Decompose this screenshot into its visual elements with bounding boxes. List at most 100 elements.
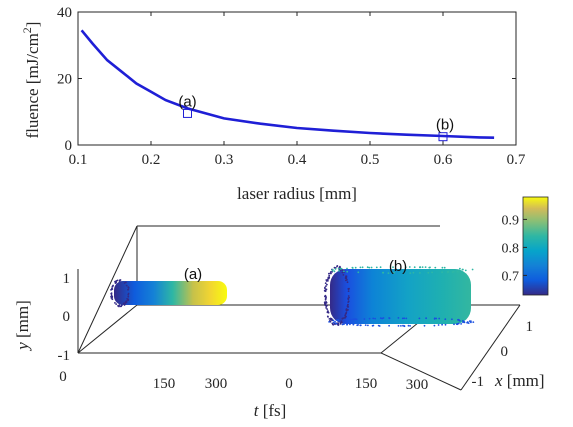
scatter-point <box>409 272 412 274</box>
scatter-point <box>349 323 351 326</box>
scatter-point <box>325 304 328 307</box>
cluster-b-label: (b) <box>389 258 407 275</box>
scatter-point <box>444 323 447 326</box>
scatter-point <box>459 320 461 322</box>
scatter-point <box>110 294 113 297</box>
colorbar-tick-label: 0.9 <box>502 213 520 228</box>
scatter-point <box>368 266 371 269</box>
scatter-point <box>349 318 352 321</box>
scatter-point <box>471 268 474 271</box>
scatter-point <box>337 319 340 322</box>
scatter-point <box>123 282 126 284</box>
colorbar: 0.7 0.8 0.9 <box>502 196 549 296</box>
scatter-point <box>405 317 408 320</box>
scatter-point <box>401 317 404 320</box>
scatter-point <box>467 322 470 324</box>
top-x-tick-label: 0.6 <box>434 152 453 168</box>
scatter-point <box>347 295 350 297</box>
scatter-point <box>403 325 406 327</box>
scatter-point <box>397 325 400 327</box>
scatter-point <box>348 287 350 290</box>
scatter-point <box>126 297 128 300</box>
cluster-a-body <box>114 281 227 305</box>
t3d-tick-label: 150 <box>355 376 378 392</box>
scatter-point <box>345 309 348 312</box>
scatter-point <box>328 272 330 275</box>
cluster-b <box>330 269 471 324</box>
scatter-point <box>332 319 335 322</box>
t-axis-label: t [fs] <box>254 401 287 420</box>
scatter-point <box>331 268 334 271</box>
scatter-point <box>324 282 327 285</box>
top-x-tick-label: 0.2 <box>142 152 161 168</box>
scatter-point <box>340 321 343 324</box>
scatter-point <box>111 285 114 288</box>
scatter-point <box>347 306 350 308</box>
scatter-point <box>330 318 333 321</box>
scatter-point <box>115 303 118 305</box>
scatter-point <box>328 321 330 323</box>
scatter-point <box>327 316 329 318</box>
colorbar-gradient <box>522 196 549 296</box>
scatter-point <box>366 266 369 269</box>
colorbar-ticks: 0.7 0.8 0.9 <box>502 213 527 284</box>
y3d-tick-label: 1 <box>63 271 71 287</box>
scatter-point <box>403 317 406 320</box>
scatter-point <box>460 323 462 325</box>
scatter-point <box>325 288 328 291</box>
scatter-point <box>437 324 440 326</box>
top-x-tick-label: 0.7 <box>507 152 526 168</box>
scatter-point <box>114 302 116 304</box>
scatter-point <box>334 268 337 270</box>
scatter-point <box>367 324 369 327</box>
top-annotations: (a) (b) <box>178 93 454 142</box>
scatter-point <box>424 266 427 268</box>
scatter-point <box>332 323 335 326</box>
x3d-tick-label: 1 <box>526 319 534 335</box>
colorbar-tick-label: 0.7 <box>502 269 520 284</box>
scatter-point <box>345 312 347 315</box>
scatter-point <box>328 274 331 277</box>
scatter-point <box>392 266 394 269</box>
scatter-point <box>356 324 359 327</box>
scatter-point <box>118 305 120 308</box>
scatter-point <box>357 271 360 274</box>
scatter-point <box>388 324 390 327</box>
scatter-point <box>110 292 113 294</box>
scatter-point <box>110 295 112 298</box>
scatter-point <box>372 324 375 327</box>
scatter-point <box>323 289 326 292</box>
scatter-point <box>464 269 467 272</box>
scatter-point <box>324 286 326 289</box>
scatter-point <box>370 266 373 269</box>
scatter3d-chart: (a) (b) -101 0 150 300 0 150 300 -101 y [mm] … <box>13 196 549 420</box>
cluster-a-label: (a) <box>184 266 202 283</box>
scatter-point <box>453 323 455 326</box>
scatter-point <box>363 318 366 320</box>
scatter-point <box>327 276 330 279</box>
t3d-tick-label: 300 <box>406 377 429 393</box>
x-axis-label: x [mm] <box>494 371 545 390</box>
scatter-point <box>433 317 436 320</box>
t3d-tick-label: 0 <box>59 369 67 385</box>
scatter-point <box>400 325 402 327</box>
scatter-point <box>372 317 375 320</box>
scatter-point <box>412 271 415 274</box>
scatter-point <box>116 279 119 282</box>
scatter-point <box>347 309 349 311</box>
scatter-point <box>127 295 130 298</box>
scatter-point <box>324 304 327 307</box>
scatter-point <box>397 317 400 319</box>
scatter-point <box>463 320 465 323</box>
scatter-point <box>346 267 348 270</box>
scatter-point <box>359 324 362 327</box>
scatter-point <box>123 302 125 305</box>
scatter-point <box>338 270 340 272</box>
top-x-axis-label: laser radius [mm] <box>237 184 357 203</box>
top-y-tick-label: 40 <box>57 5 72 21</box>
scatter-point <box>127 293 130 296</box>
top-x-tick-label: 0.4 <box>288 152 307 168</box>
scatter-point <box>110 289 112 291</box>
scatter-point <box>345 276 348 279</box>
